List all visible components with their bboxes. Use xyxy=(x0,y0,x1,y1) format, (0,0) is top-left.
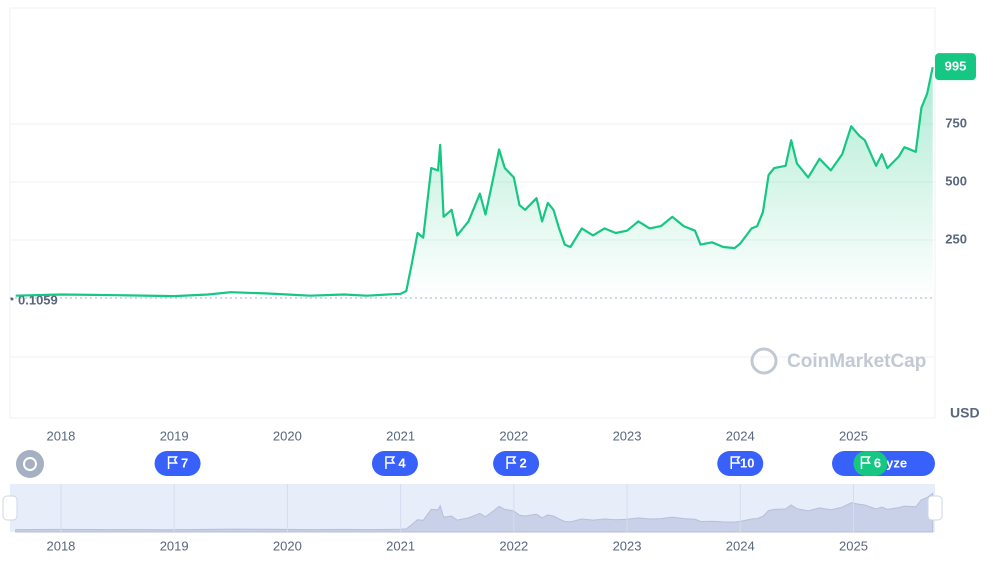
x-tick-label: 2021 xyxy=(386,428,415,443)
navigator-x-tick-label: 2020 xyxy=(273,538,302,553)
navigator-x-tick-label: 2021 xyxy=(386,538,415,553)
unit-label: USD xyxy=(950,405,980,421)
event-count: 10 xyxy=(740,455,754,470)
navigator-handle[interactable] xyxy=(927,495,943,521)
event-count: 2 xyxy=(519,455,526,470)
history-button[interactable] xyxy=(16,450,44,478)
x-tick-label: 2018 xyxy=(46,428,75,443)
navigator-x-tick-label: 2019 xyxy=(160,538,189,553)
x-tick-label: 2025 xyxy=(839,428,868,443)
navigator-x-tick-label: 2023 xyxy=(613,538,642,553)
x-tick-label: 2024 xyxy=(726,428,755,443)
navigator-area xyxy=(15,492,934,533)
navigator-handle[interactable] xyxy=(2,495,18,521)
last-value-tag xyxy=(935,53,976,81)
price-line xyxy=(15,66,934,298)
watermark: CoinMarketCap xyxy=(750,347,926,375)
event-count: 6 xyxy=(874,455,881,470)
x-tick-label: 2020 xyxy=(273,428,302,443)
event-flag xyxy=(385,456,396,469)
event-flag xyxy=(730,456,741,469)
event-flag xyxy=(506,456,517,469)
navigator-x-tick-label: 2025 xyxy=(839,538,868,553)
x-tick-label: 2023 xyxy=(613,428,642,443)
y-tick-label: 250 xyxy=(945,231,967,246)
price-area xyxy=(15,67,933,298)
navigator-x-tick-label: 2024 xyxy=(726,538,755,553)
event-flag xyxy=(167,456,178,469)
y-tick-label: 750 xyxy=(945,115,967,130)
reference-dot xyxy=(10,297,14,301)
watermark-text: CoinMarketCap xyxy=(787,351,926,372)
x-tick-label: 2022 xyxy=(499,428,528,443)
event-count: 4 xyxy=(398,455,406,470)
event-count: 7 xyxy=(181,455,188,470)
navigator-x-tick-label: 2022 xyxy=(499,538,528,553)
plot-frame xyxy=(9,7,936,419)
navigator-x-tick-label: 2018 xyxy=(46,538,75,553)
x-tick-label: 2019 xyxy=(160,428,189,443)
last-value-label: 995 xyxy=(945,59,967,74)
y-tick-label: 500 xyxy=(945,173,967,188)
event-flag xyxy=(860,456,871,469)
